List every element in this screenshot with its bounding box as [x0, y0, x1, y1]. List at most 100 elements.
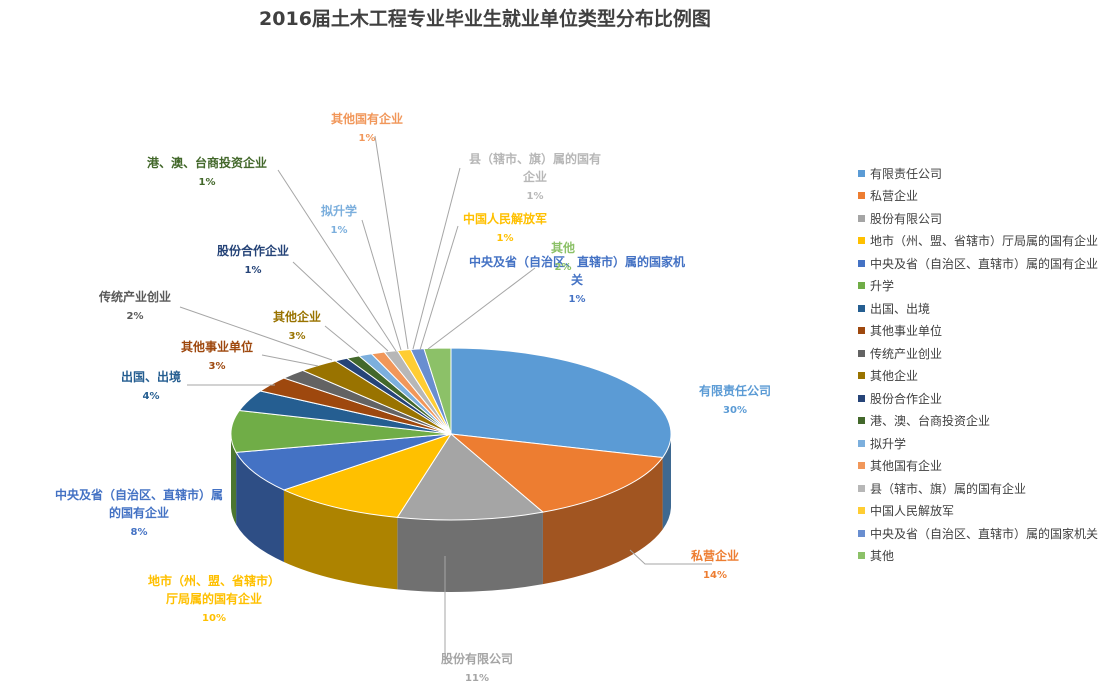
data-label-pct-3: 11% — [465, 673, 489, 684]
legend-swatch — [858, 169, 865, 177]
leader-line-16 — [419, 225, 459, 351]
legend-item: 传统产业创业 — [858, 342, 1102, 365]
legend-swatch — [858, 462, 865, 470]
data-label-pct-11: 1% — [245, 265, 262, 276]
legend-label: 地市（州、盟、省辖市）厅局属的国有企业 — [870, 234, 1099, 249]
data-label-pct-9: 2% — [127, 311, 144, 322]
legend-item: 升学 — [858, 275, 1102, 298]
legend-label: 股份合作企业 — [870, 391, 943, 406]
data-label-11-line-1: 股份合作企业 — [217, 243, 289, 258]
data-label-15-line-1: 县（辖市、旗）属的国有 — [469, 151, 601, 166]
slice-side-1 — [662, 434, 671, 530]
legend-swatch — [858, 214, 865, 222]
legend-label: 中央及省（自治区、直辖市）属的国家机关 — [870, 526, 1099, 541]
slice-side-5 — [236, 452, 284, 562]
legend-swatch — [858, 192, 865, 200]
legend-label: 其他事业单位 — [870, 324, 943, 339]
data-label-pct-18: 2% — [555, 262, 572, 273]
data-label-2-line-1: 私营企业 — [690, 548, 739, 563]
legend-label: 港、澳、台商投资企业 — [870, 414, 991, 429]
slice-6 — [230, 409, 452, 453]
legend-item: 港、澳、台商投资企业 — [858, 410, 1102, 433]
data-label-pct-7: 4% — [143, 391, 160, 402]
legend-item: 股份有限公司 — [858, 207, 1102, 230]
legend-item: 其他企业 — [858, 365, 1102, 388]
data-label-pct-8: 3% — [209, 361, 226, 372]
data-label-4-line-2: 厅局属的国有企业 — [166, 591, 262, 606]
data-label-10-line-1: 其他企业 — [273, 309, 321, 324]
slice-3 — [396, 433, 545, 521]
legend-label: 股份有限公司 — [870, 211, 943, 226]
legend-swatch — [858, 349, 865, 357]
leader-line-14 — [374, 135, 409, 350]
legend-label: 中国人民解放军 — [870, 504, 955, 519]
data-label-15-line-2: 企业 — [522, 169, 547, 184]
legend-item: 中国人民解放军 — [858, 500, 1102, 523]
leader-line-9 — [179, 306, 333, 361]
data-label-pct-15: 1% — [527, 191, 544, 202]
leader-line-12 — [277, 169, 397, 352]
legend-item: 拟升学 — [858, 432, 1102, 455]
leader-line-17 — [427, 267, 536, 350]
data-label-17-line-2: 关 — [571, 272, 583, 287]
legend-item: 股份合作企业 — [858, 387, 1102, 410]
data-label-pct-14: 1% — [359, 133, 376, 144]
legend-label: 县（辖市、旗）属的国有企业 — [870, 481, 1027, 496]
data-label-8-line-1: 其他事业单位 — [181, 339, 253, 354]
legend-item: 其他国有企业 — [858, 455, 1102, 478]
data-label-18-line-1: 其他 — [551, 240, 575, 255]
legend-item: 出国、出境 — [858, 297, 1102, 320]
leader-line-10 — [324, 325, 359, 354]
legend-swatch — [858, 237, 865, 245]
data-label-12-line-1: 港、澳、台商投资企业 — [147, 155, 267, 170]
legend-swatch — [858, 372, 865, 380]
slice-1 — [450, 347, 672, 459]
legend-label: 私营企业 — [870, 189, 919, 204]
slice-side-4 — [283, 489, 398, 590]
leader-line-13 — [361, 219, 402, 351]
legend-label: 其他企业 — [870, 369, 919, 384]
slice-4 — [282, 433, 453, 518]
data-label-pct-2: 14% — [703, 570, 727, 581]
pie-labels: 有限责任公司 30% 私营企业 14% 股份有限公司 11% 地市（州、盟、省辖市） 厅局属的… — [55, 111, 771, 684]
legend-swatch — [858, 394, 865, 402]
legend-label: 有限责任公司 — [870, 166, 943, 181]
data-label-3-line-1: 股份有限公司 — [441, 651, 513, 666]
slice-18 — [423, 347, 452, 435]
legend-item: 中央及省（自治区、直辖市）属的国有企业 — [858, 252, 1102, 275]
data-label-pct-17: 1% — [569, 294, 586, 305]
pie-top — [230, 347, 672, 521]
legend-item: 地市（州、盟、省辖市）厅局属的国有企业 — [858, 230, 1102, 253]
legend-label: 出国、出境 — [870, 301, 931, 316]
legend-swatch — [858, 282, 865, 290]
data-label-pct-1: 30% — [723, 405, 747, 416]
leader-line-15 — [412, 167, 461, 350]
data-label-pct-13: 1% — [331, 225, 348, 236]
legend-swatch — [858, 327, 865, 335]
legend-swatch — [858, 417, 865, 425]
legend-label: 中央及省（自治区、直辖市）属的国有企业 — [870, 256, 1099, 271]
leader-line-8 — [261, 354, 319, 367]
legend-label: 拟升学 — [870, 436, 907, 451]
data-label-1-line-1: 有限责任公司 — [699, 383, 771, 398]
data-label-4-line-1: 地市（州、盟、省辖市） — [148, 573, 280, 588]
chart-title: 2016届土木工程专业毕业生就业单位类型分布比例图 — [259, 7, 711, 30]
data-label-pct-12: 1% — [199, 177, 216, 188]
legend-swatch — [858, 529, 865, 537]
data-label-16-line-1: 中国人民解放军 — [463, 211, 547, 226]
legend-swatch — [858, 484, 865, 492]
data-label-pct-5: 8% — [131, 527, 148, 538]
legend-swatch — [858, 259, 865, 267]
legend-swatch — [858, 507, 865, 515]
legend-label: 其他国有企业 — [870, 459, 943, 474]
legend-item: 有限责任公司 — [858, 162, 1102, 185]
legend-item: 其他 — [858, 545, 1102, 568]
data-label-13-line-1: 拟升学 — [321, 203, 357, 218]
legend-label: 传统产业创业 — [870, 346, 943, 361]
data-label-17-line-1: 中央及省（自治区、直辖市）属的国家机 — [469, 254, 685, 269]
data-label-5-line-2: 的国有企业 — [109, 505, 169, 520]
data-label-7-line-1: 出国、出境 — [121, 369, 181, 384]
legend-label: 升学 — [870, 279, 895, 294]
data-label-14-line-1: 其他国有企业 — [331, 111, 403, 126]
